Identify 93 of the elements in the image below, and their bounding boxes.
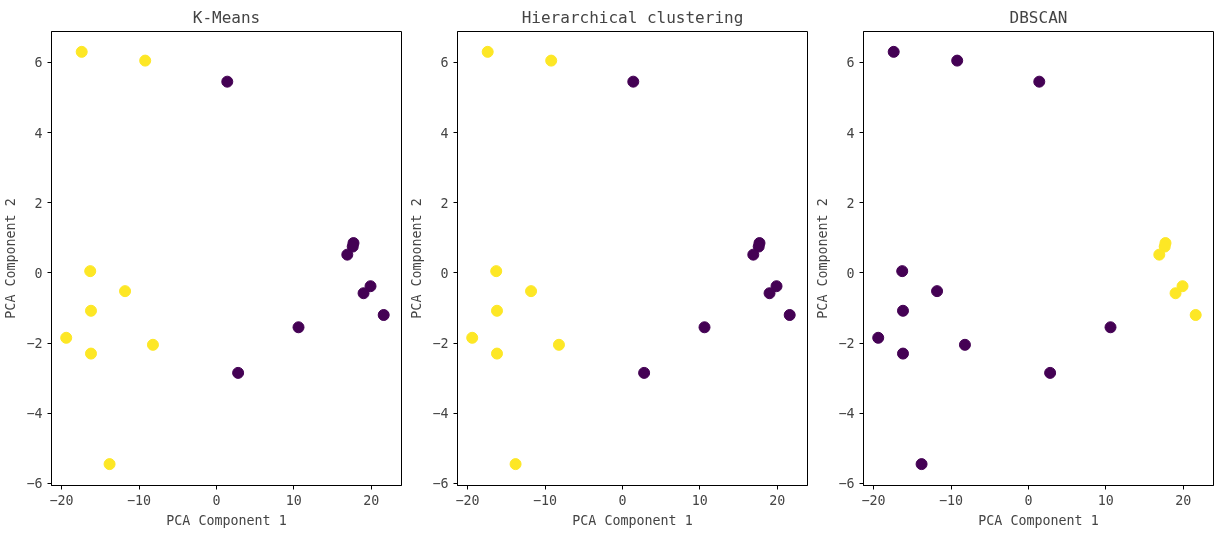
y-tick-label: 4 [34,125,43,141]
y-tick-label: −4 [26,406,43,422]
y-tick-label: 4 [440,125,449,141]
y-tick-label: −6 [432,476,449,492]
point [638,366,651,379]
point [698,321,711,334]
point [1104,321,1117,334]
point [915,458,928,471]
y-tick-label: 0 [846,265,855,281]
point [364,280,377,293]
point [292,321,305,334]
point [357,287,370,300]
y-tick-label: 6 [34,55,43,71]
x-tick-label: −20 [49,492,74,508]
x-axis-title: PCA Component 1 [572,512,693,528]
y-tick-label: 2 [440,195,449,211]
point [545,54,558,67]
y-tick-label: 6 [846,55,855,71]
point [490,304,503,317]
x-tick-label: 10 [691,492,708,508]
x-axis-title: PCA Component 1 [166,512,287,528]
y-tick-label: −6 [26,476,43,492]
y-tick-label: 4 [846,125,855,141]
chart-title: K-Means [192,7,261,27]
x-tick-label: −20 [455,492,480,508]
point [958,338,971,351]
x-tick-label: 10 [1097,492,1114,508]
x-tick-label: 10 [285,492,302,508]
point [60,331,73,344]
y-tick-label: 6 [440,55,449,71]
point [490,347,503,360]
y-tick-label: −4 [838,406,855,422]
x-tick-label: −10 [126,492,152,508]
chart-title: DBSCAN [1009,7,1068,27]
point [1176,280,1189,293]
point [783,309,796,321]
y-tick-label: 0 [34,265,43,281]
x-tick-label: 0 [212,492,221,508]
y-tick-label: −2 [432,336,449,352]
y-tick-label: 2 [34,195,43,211]
x-tick-label: −10 [938,492,964,508]
x-tick-label: 0 [1024,492,1033,508]
chart-title: Hierarchical clustering [521,7,744,27]
point [1169,287,1182,300]
y-tick-label: −4 [432,406,449,422]
point [75,45,88,58]
point [552,338,565,351]
y-tick-label: 0 [440,265,449,281]
x-tick-label: −10 [532,492,558,508]
y-axis-title: PCA Component 2 [815,198,831,319]
point [770,280,783,293]
point [119,285,132,298]
x-tick-label: 20 [769,492,786,508]
y-tick-label: −6 [838,476,855,492]
point [525,285,538,298]
point [896,347,909,360]
point [146,338,159,351]
point [931,285,944,298]
point [1033,75,1046,88]
point [84,265,97,278]
point [377,309,390,321]
x-tick-label: 0 [618,492,627,508]
point [896,304,909,317]
y-axis-title: PCA Component 2 [3,198,19,319]
point [481,45,494,58]
x-tick-label: 20 [1175,492,1192,508]
point [232,366,245,379]
point [1044,366,1057,379]
point [1189,309,1202,321]
point [747,248,760,261]
point [509,458,522,471]
y-axis-title: PCA Component 2 [409,198,425,319]
point [341,248,354,261]
x-tick-label: −20 [861,492,886,508]
point [896,265,909,278]
point [872,331,885,344]
point [221,75,234,88]
point [951,54,964,67]
point [887,45,900,58]
x-tick-label: 20 [363,492,380,508]
point [1153,248,1166,261]
point [103,458,116,471]
point [84,304,97,317]
point [627,75,640,88]
point [466,331,479,344]
point [490,265,503,278]
y-tick-label: 2 [846,195,855,211]
y-tick-label: −2 [838,336,855,352]
point [84,347,97,360]
point [139,54,152,67]
x-axis-title: PCA Component 1 [978,512,1099,528]
y-tick-label: −2 [26,336,43,352]
point [763,287,776,300]
